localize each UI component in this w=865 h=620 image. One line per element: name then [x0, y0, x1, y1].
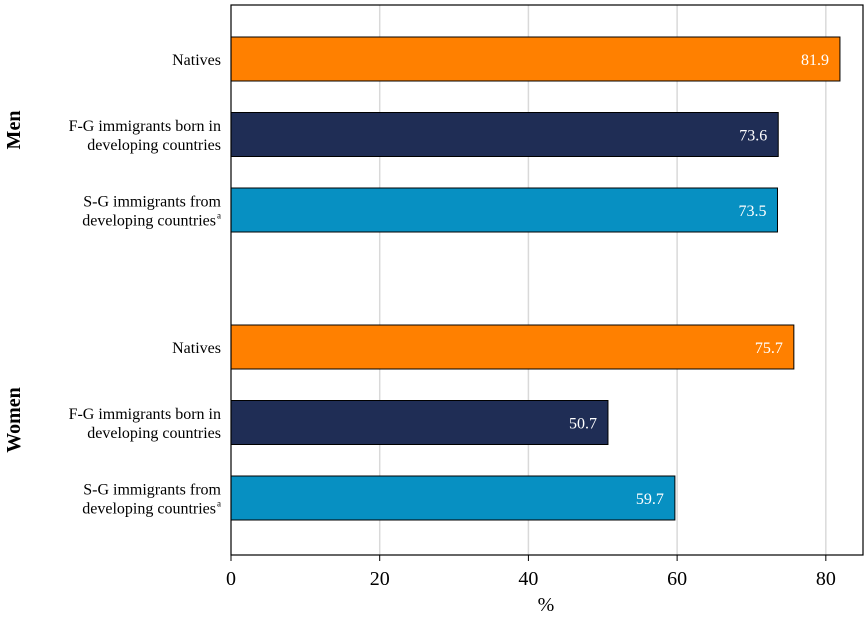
category-label: F-G immigrants born in	[69, 406, 221, 423]
bar-value-label: 81.9	[801, 52, 829, 69]
bar	[230, 324, 795, 370]
category-label: S-G immigrants from	[83, 194, 221, 211]
category-labels: Natives F-G immigrants born in developing …	[69, 52, 222, 518]
x-tick-label: 20	[370, 568, 390, 590]
x-axis-title: %	[538, 594, 555, 615]
superscript-note: a	[217, 499, 221, 509]
x-tick-label: 60	[667, 568, 687, 590]
x-axis: 0 20 40 60 80%	[226, 555, 836, 616]
group-label: Men	[3, 111, 25, 150]
superscript-note: a	[217, 211, 221, 221]
plot-border	[230, 4, 864, 556]
bar-value-label: 59.7	[636, 491, 664, 508]
bar	[230, 475, 676, 521]
bar	[230, 187, 778, 233]
bar-value-label: 73.6	[739, 128, 767, 145]
category-label: developing countries	[87, 137, 221, 154]
x-tick-label: 40	[518, 568, 538, 590]
category-label: F-G immigrants born in	[69, 118, 221, 135]
category-label: developing countries	[82, 213, 216, 230]
bar-value-label: 75.7	[755, 340, 783, 357]
grid-lines	[378, 5, 827, 555]
group-label: Women	[3, 387, 25, 453]
category-label: developing countries	[87, 425, 221, 442]
bar-value-label: 50.7	[569, 416, 597, 433]
x-tick-label: 0	[226, 568, 236, 590]
category-label: S-G immigrants from	[83, 482, 221, 499]
group-labels: Men Women	[3, 111, 25, 453]
x-tick-label: 80	[816, 568, 836, 590]
bars: 81.9 73.6 73.5 75.7 50.7 59.7	[230, 36, 841, 521]
bar	[230, 400, 609, 445]
bar	[230, 36, 841, 82]
plot-frame	[230, 4, 864, 556]
category-label: developing countries	[82, 501, 216, 518]
bar	[230, 112, 779, 157]
category-label: Natives	[172, 340, 221, 357]
bar-value-label: 73.5	[738, 203, 766, 220]
category-label: Natives	[172, 52, 221, 69]
